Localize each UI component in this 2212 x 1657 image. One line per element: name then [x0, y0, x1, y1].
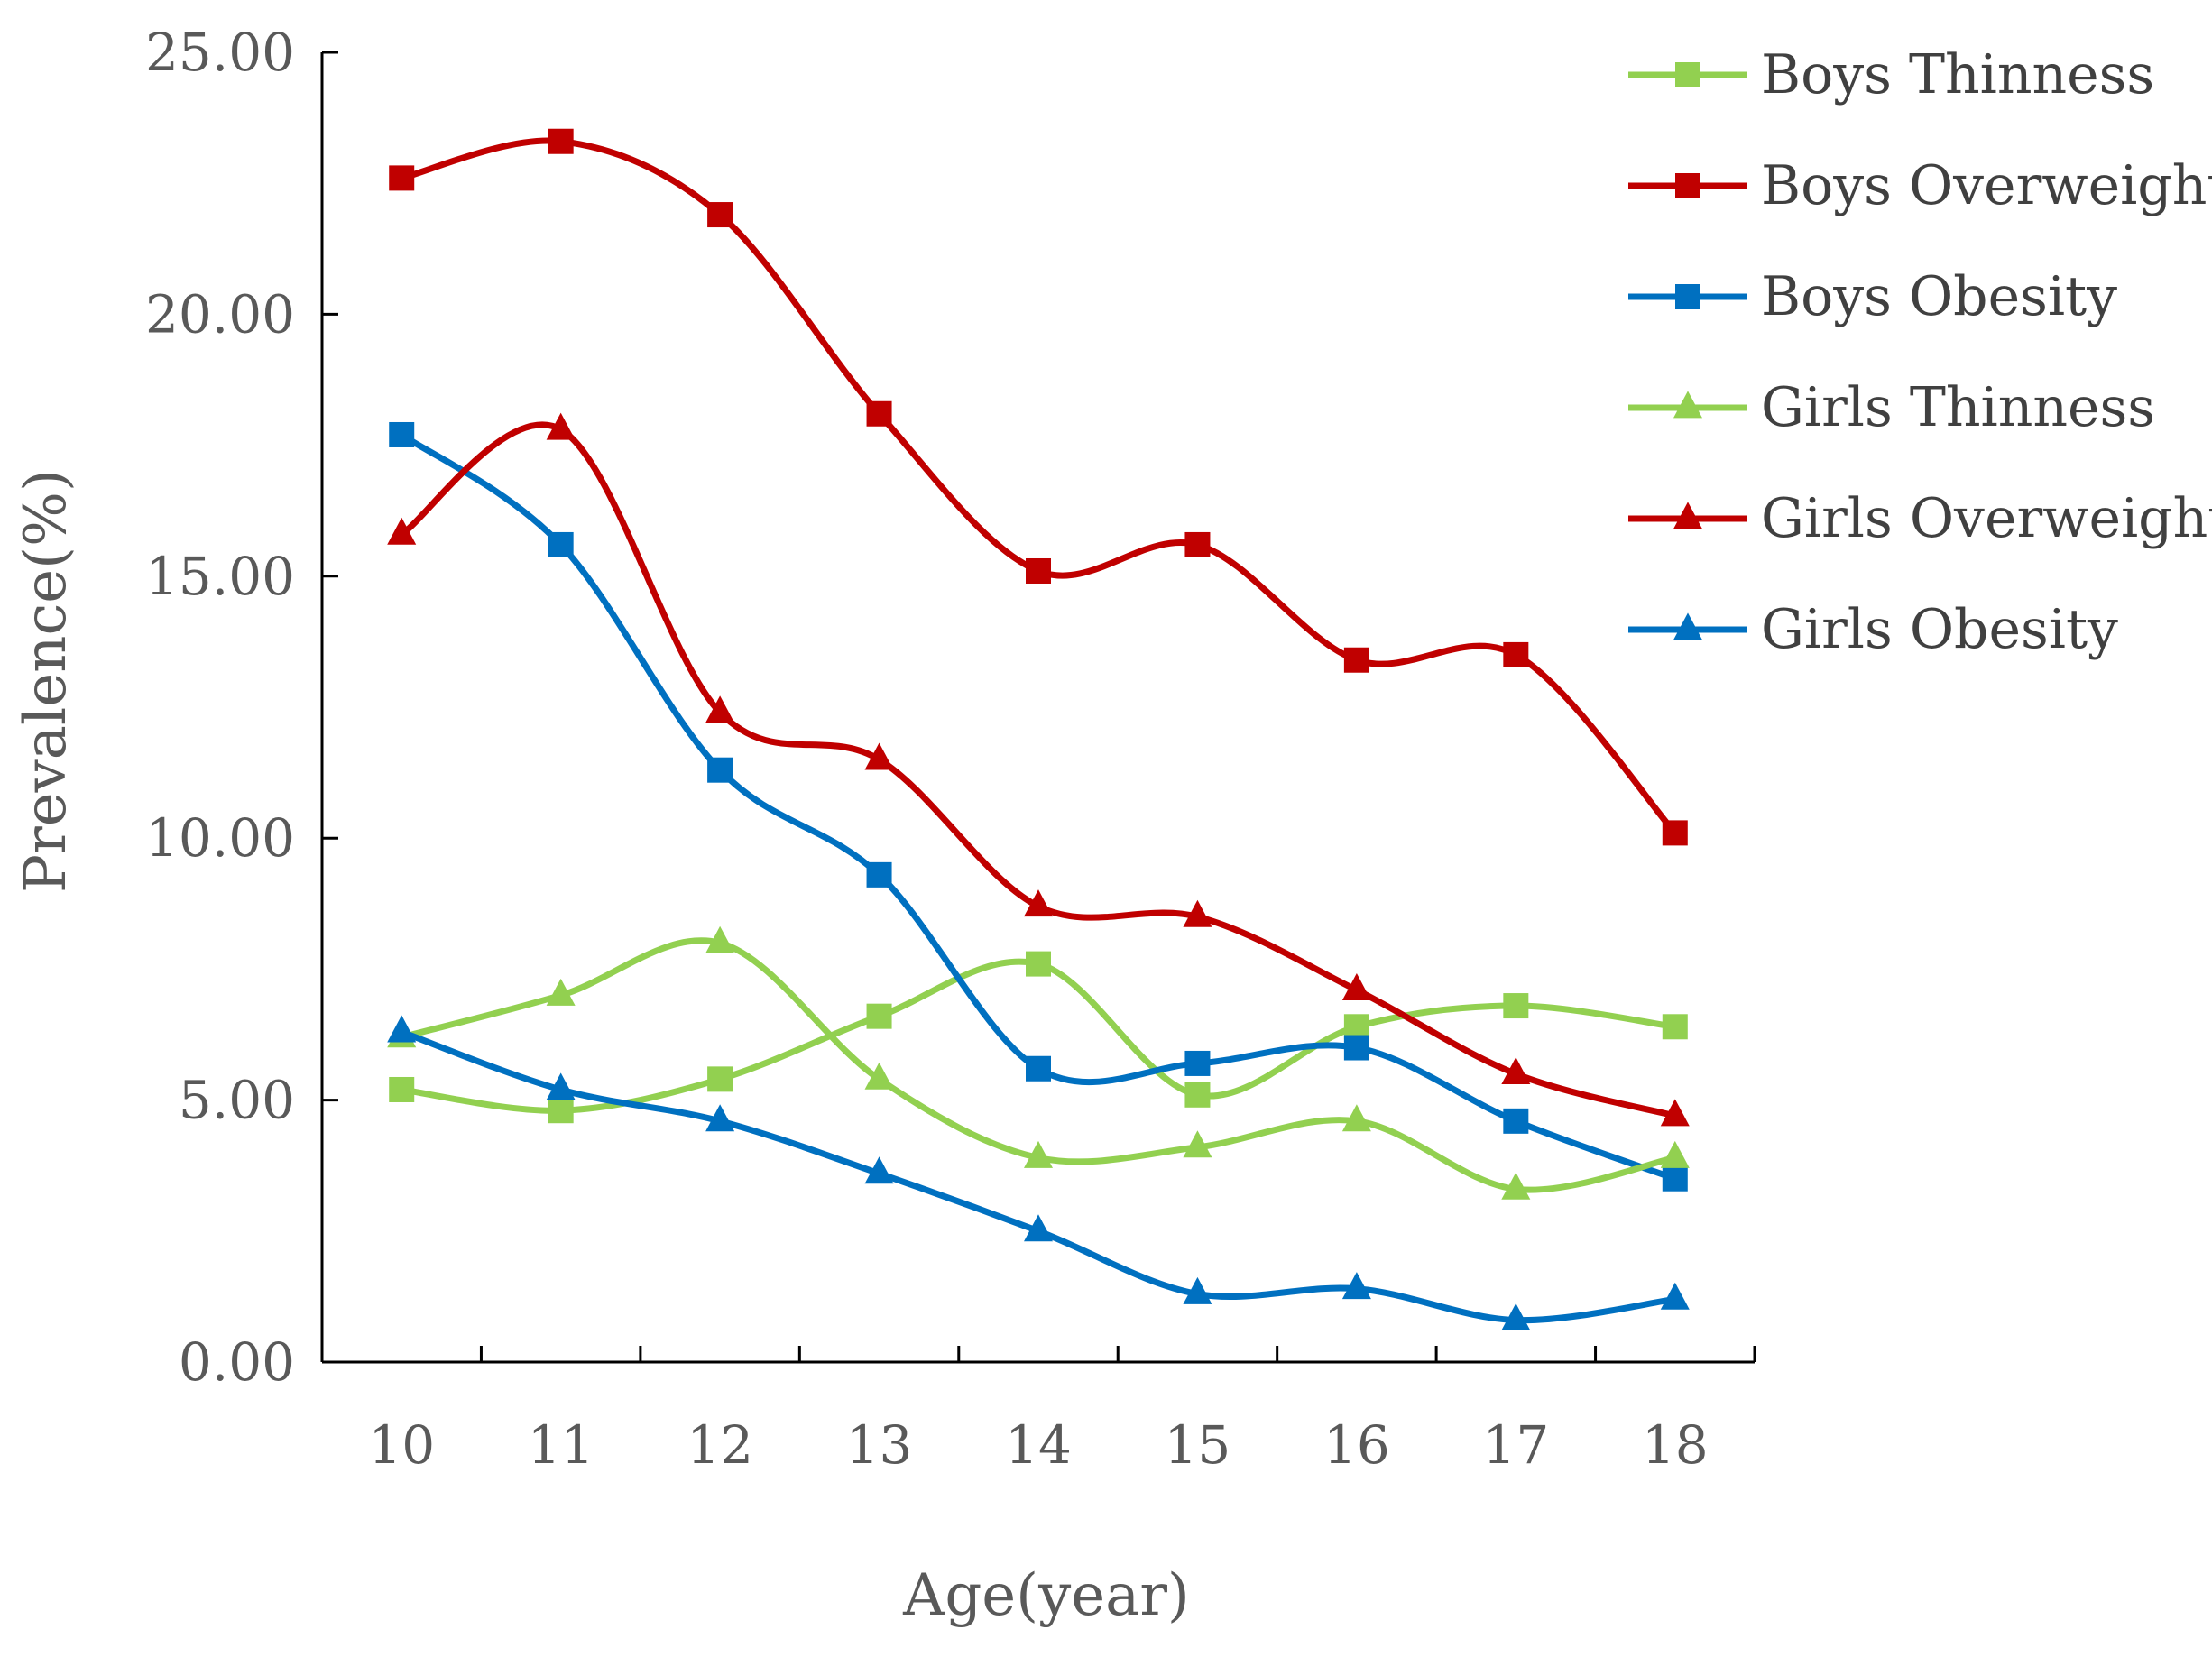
- data-point-square: [1026, 951, 1051, 977]
- data-point-square: [1343, 647, 1369, 673]
- data-point-triangle: [1024, 889, 1053, 917]
- data-point-triangle: [705, 925, 735, 953]
- series-girls-overweight: [387, 412, 1690, 1127]
- y-tick-label: 5.00: [179, 1070, 295, 1131]
- legend-swatch-marker: [1673, 502, 1702, 529]
- data-point-triangle: [1660, 1140, 1690, 1168]
- data-point-square: [389, 165, 415, 191]
- legend-label: Girls Overweight: [1761, 487, 2212, 550]
- legend-item-girls-obesity: Girls Obesity: [1628, 598, 2118, 661]
- data-point-square: [866, 1003, 892, 1029]
- legend-label: Girls Obesity: [1761, 598, 2118, 661]
- data-point-square: [389, 1076, 415, 1102]
- data-point-square: [1343, 1035, 1369, 1061]
- legend-item-boys-obesity: Boys Obesity: [1628, 265, 2117, 328]
- data-point-triangle: [1183, 1130, 1212, 1158]
- legend-swatch-marker: [1675, 284, 1700, 309]
- x-tick-label: 10: [368, 1414, 435, 1476]
- data-point-square: [707, 757, 733, 783]
- x-tick-label: 16: [1323, 1414, 1390, 1476]
- x-tick-label: 12: [687, 1414, 753, 1476]
- y-tick-label: 10.00: [145, 807, 295, 869]
- data-point-triangle: [864, 742, 894, 770]
- data-point-triangle: [705, 695, 735, 723]
- series-line: [398, 431, 1679, 1183]
- y-tick-label: 0.00: [179, 1331, 295, 1393]
- legend-item-girls-overweight: Girls Overweight: [1628, 487, 2212, 550]
- data-point-triangle: [546, 978, 576, 1006]
- legend-item-girls-thinness: Girls Thinness: [1628, 376, 2155, 439]
- data-point-triangle: [705, 1104, 735, 1132]
- x-axis-title: Age(year): [902, 1562, 1190, 1629]
- data-point-triangle: [1024, 1214, 1053, 1242]
- y-tick-label: 20.00: [145, 283, 295, 345]
- data-point-square: [866, 861, 892, 888]
- legend: Boys Thinness Boys Overweight Boys Obesity…: [1628, 43, 2212, 661]
- legend-label: Boys Obesity: [1761, 265, 2117, 328]
- legend-swatch-marker: [1673, 612, 1702, 640]
- data-point-square: [1184, 531, 1211, 557]
- data-point-square: [548, 1098, 574, 1124]
- data-point-triangle: [387, 517, 417, 545]
- data-point-square: [1503, 993, 1529, 1019]
- series-line: [398, 137, 1679, 836]
- data-point-square: [548, 531, 574, 557]
- legend-item-boys-overweight: Boys Overweight: [1628, 154, 2212, 217]
- series-group: [387, 128, 1690, 1330]
- data-point-triangle: [1501, 1172, 1531, 1200]
- axes: 0.00 5.00 10.00 15.00 20.00 25.00 10 11 12 13 14 15…: [145, 22, 1756, 1476]
- data-point-square: [707, 202, 733, 228]
- x-tick-label: 13: [846, 1414, 913, 1476]
- data-point-square: [389, 421, 415, 447]
- data-point-square: [1662, 1165, 1688, 1192]
- data-point-triangle: [387, 1015, 417, 1043]
- data-point-triangle: [1501, 1056, 1531, 1084]
- series-line: [398, 421, 1679, 1119]
- data-point-triangle: [1024, 1140, 1053, 1168]
- series-girls-obesity: [387, 1015, 1690, 1330]
- data-point-square: [1026, 1055, 1051, 1082]
- data-point-triangle: [1660, 1099, 1690, 1127]
- y-tick-label: 15.00: [145, 546, 295, 607]
- x-tick-label: 17: [1482, 1414, 1549, 1476]
- data-point-square: [1662, 820, 1688, 846]
- x-tick-label: 15: [1165, 1414, 1231, 1476]
- data-point-triangle: [1501, 1303, 1531, 1330]
- data-point-square: [1503, 641, 1529, 667]
- x-tick-label: 18: [1642, 1414, 1709, 1476]
- legend-label: Girls Thinness: [1761, 376, 2155, 439]
- legend-item-boys-thinness: Boys Thinness: [1628, 43, 2154, 106]
- y-axis-title: Prevalence(%): [13, 469, 79, 893]
- data-point-square: [548, 128, 574, 154]
- data-point-triangle: [864, 1062, 894, 1090]
- series-boys-overweight: [389, 128, 1688, 846]
- x-tick-label: 11: [528, 1414, 594, 1476]
- data-point-triangle: [1341, 973, 1371, 1001]
- y-tick-label: 25.00: [145, 22, 295, 83]
- data-point-triangle: [546, 1072, 576, 1100]
- x-tick-label: 14: [1005, 1414, 1072, 1476]
- legend-swatch-marker: [1675, 173, 1700, 198]
- data-point-square: [1184, 1050, 1211, 1076]
- data-point-triangle: [1660, 1282, 1690, 1310]
- data-point-triangle: [1183, 1276, 1212, 1304]
- legend-swatch-marker: [1675, 62, 1700, 87]
- series-boys-obesity: [389, 421, 1688, 1192]
- data-point-square: [866, 400, 892, 427]
- data-point-triangle: [1341, 1104, 1371, 1132]
- data-point-square: [1662, 1014, 1688, 1040]
- data-point-triangle: [546, 412, 576, 440]
- data-point-square: [707, 1066, 733, 1092]
- legend-label: Boys Overweight: [1761, 154, 2212, 217]
- data-point-triangle: [1341, 1272, 1371, 1300]
- data-point-square: [1184, 1082, 1211, 1108]
- data-point-square: [1026, 557, 1051, 584]
- legend-label: Boys Thinness: [1761, 43, 2154, 106]
- legend-swatch-marker: [1673, 391, 1702, 419]
- data-point-triangle: [1183, 899, 1212, 927]
- data-point-triangle: [864, 1156, 894, 1184]
- data-point-square: [1503, 1108, 1529, 1134]
